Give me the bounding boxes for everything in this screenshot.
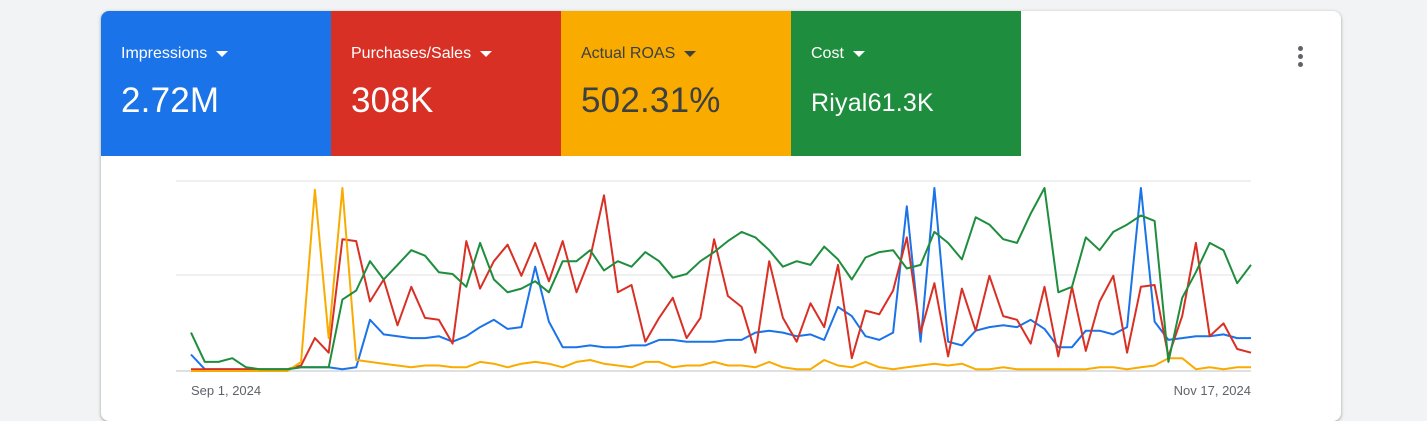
line-chart: Sep 1, 2024 Nov 17, 2024 (176, 180, 1252, 398)
metric-value: Riyal61.3K (811, 89, 934, 117)
metric-tile-roas[interactable]: Actual ROAS 502.31% (561, 11, 791, 156)
metric-label: Impressions (121, 45, 208, 62)
dropdown-caret-icon[interactable] (852, 51, 865, 57)
series-line-actual-roas[interactable] (191, 187, 1251, 372)
x-tick-label-start: Sep 1, 2024 (191, 383, 261, 398)
metric-value: 502.31% (581, 81, 721, 120)
menu-dot (1297, 61, 1303, 67)
metric-header[interactable]: Cost (811, 43, 1021, 65)
chart-axis-labels: Sep 1, 2024 Nov 17, 2024 (191, 383, 1251, 398)
metric-tile-purchases[interactable]: Purchases/Sales 308K (331, 11, 561, 156)
metric-tile-impressions[interactable]: Impressions 2.72M (101, 11, 331, 156)
metric-header[interactable]: Purchases/Sales (351, 43, 561, 65)
metric-label: Purchases/Sales (351, 45, 472, 62)
metric-header[interactable]: Actual ROAS (581, 43, 791, 65)
metric-tiles: Impressions 2.72M Purchases/Sales 308K A… (101, 11, 1021, 156)
series-line-purchases-sales[interactable] (191, 194, 1252, 371)
series-line-impressions[interactable] (190, 187, 1251, 371)
metric-header[interactable]: Impressions (121, 43, 331, 65)
performance-card: Impressions 2.72M Purchases/Sales 308K A… (101, 11, 1341, 421)
menu-dot (1297, 45, 1303, 51)
series-line-cost[interactable] (190, 187, 1252, 371)
metric-label: Actual ROAS (581, 45, 676, 62)
more-vert-icon[interactable] (1287, 41, 1313, 71)
dropdown-caret-icon[interactable] (684, 51, 697, 57)
metric-tile-cost[interactable]: Cost Riyal61.3K (791, 11, 1021, 156)
chart-grid (176, 180, 1251, 372)
x-tick-label-end: Nov 17, 2024 (1174, 383, 1251, 398)
menu-dot (1297, 53, 1303, 59)
metric-value: 308K (351, 81, 434, 120)
metric-value: 2.72M (121, 81, 220, 120)
chart-series (190, 187, 1252, 372)
dropdown-caret-icon[interactable] (216, 51, 229, 57)
dropdown-caret-icon[interactable] (480, 51, 493, 57)
metric-label: Cost (811, 45, 844, 62)
